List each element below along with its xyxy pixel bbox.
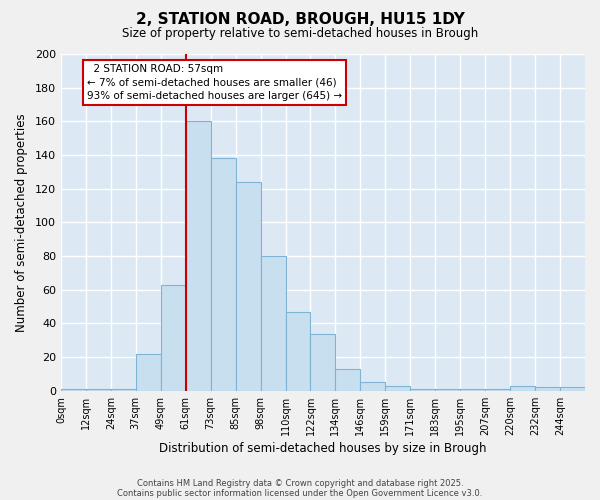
Bar (61, 389, 86, 391)
Bar (460, 389, 485, 391)
Text: Contains public sector information licensed under the Open Government Licence v3: Contains public sector information licen… (118, 488, 482, 498)
Bar (161, 284, 186, 391)
Bar (510, 386, 535, 391)
Bar (410, 389, 435, 391)
Bar (310, 334, 335, 391)
Bar (361, 382, 385, 391)
Bar (111, 389, 136, 391)
Bar (260, 256, 286, 391)
Text: Size of property relative to semi-detached houses in Brough: Size of property relative to semi-detach… (122, 28, 478, 40)
Bar (236, 182, 260, 391)
Bar (385, 386, 410, 391)
Text: Contains HM Land Registry data © Crown copyright and database right 2025.: Contains HM Land Registry data © Crown c… (137, 478, 463, 488)
Y-axis label: Number of semi-detached properties: Number of semi-detached properties (15, 113, 28, 332)
Text: 2 STATION ROAD: 57sqm
← 7% of semi-detached houses are smaller (46)
93% of semi-: 2 STATION ROAD: 57sqm ← 7% of semi-detac… (87, 64, 342, 100)
Bar (211, 158, 236, 391)
Bar (485, 389, 510, 391)
Bar (560, 388, 585, 391)
Text: 2, STATION ROAD, BROUGH, HU15 1DY: 2, STATION ROAD, BROUGH, HU15 1DY (136, 12, 464, 28)
Bar (136, 354, 161, 391)
Bar (86, 389, 111, 391)
Bar (186, 122, 211, 391)
Bar (435, 389, 460, 391)
X-axis label: Distribution of semi-detached houses by size in Brough: Distribution of semi-detached houses by … (159, 442, 487, 455)
Bar (535, 388, 560, 391)
Bar (286, 312, 310, 391)
Bar (335, 369, 361, 391)
